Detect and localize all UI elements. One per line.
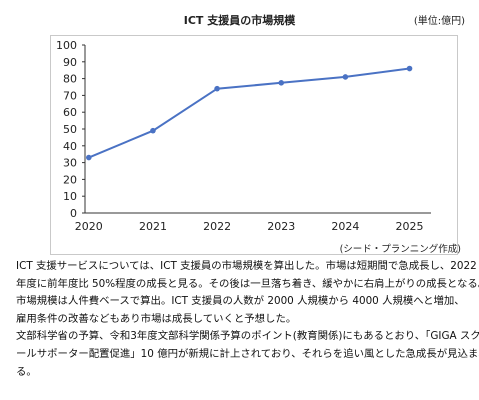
unit-label: (単位:億円): [413, 16, 465, 27]
x-tick-label: 2025: [396, 220, 424, 233]
x-tick-label: 2021: [139, 220, 167, 233]
text-line: 市場規模は人件費ベースで算出。ICT 支援員の人数が 2000 人規模から 40…: [16, 295, 465, 308]
text-line: る。: [16, 365, 37, 378]
x-tick-labels: 2020 2021 2022 2023 2024 2025: [75, 220, 424, 233]
y-tick-label: 60: [63, 106, 77, 119]
y-tick-labels: 0 10 20 30 40 50 60 70 80 90 100: [56, 39, 85, 220]
text-line: ICT 支援サービスについては、ICT 支援員の市場規模を算出した。市場は短期間…: [16, 260, 477, 272]
y-tick-label: 50: [63, 123, 77, 136]
chart-title: ICT 支援員の市場規模: [183, 14, 296, 27]
data-point: [86, 154, 92, 161]
text-line: 雇用条件の改善などもあり市場は成長していくと予想した。: [16, 312, 297, 325]
text-line: ールサポーター配置促進」10 億円が新規に計上されており、それらを追い風とした急…: [16, 347, 479, 360]
data-point: [342, 74, 349, 80]
data-point: [214, 85, 220, 92]
y-tick-label: 0: [70, 207, 77, 220]
data-point: [278, 80, 285, 86]
text-line: 年度に前年度比 50%程度の成長と見る。その後は一旦落ち着き、緩やかに右肩上がり…: [16, 277, 479, 290]
data-point: [150, 127, 156, 134]
data-point: [406, 65, 413, 72]
axes: [84, 45, 431, 214]
x-tick-label: 2020: [75, 220, 103, 233]
y-tick-label: 70: [63, 89, 77, 102]
x-tick-label: 2023: [267, 220, 295, 233]
y-tick-label: 100: [56, 39, 77, 52]
x-tick-label: 2024: [331, 220, 359, 233]
y-tick-label: 40: [63, 140, 77, 153]
y-tick-label: 10: [63, 190, 77, 203]
description-text: ICT 支援サービスについては、ICT 支援員の市場規模を算出した。市場は短期間…: [16, 258, 479, 381]
y-tick-label: 30: [63, 157, 77, 170]
y-tick-label: 20: [63, 173, 77, 186]
y-tick-label: 80: [63, 73, 77, 86]
source-note: (シード・プランニング作成): [339, 244, 461, 255]
series-layer: [86, 65, 413, 161]
plot-frame: [50, 35, 458, 255]
y-tick-label: 90: [63, 56, 77, 69]
text-line: 文部科学省の予算、令和3年度文部科学関係予算のポイント(教育関係)にもあるとおり…: [16, 330, 479, 343]
series-line: [88, 67, 410, 159]
x-tick-label: 2022: [203, 220, 231, 233]
